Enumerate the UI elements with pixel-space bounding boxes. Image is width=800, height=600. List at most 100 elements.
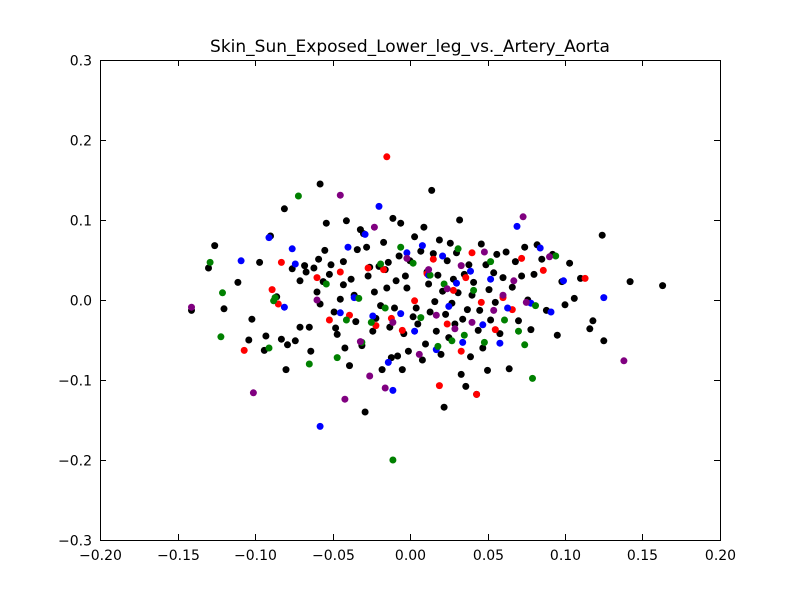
scatter-point-black <box>397 219 405 227</box>
scatter-point-red <box>277 258 285 266</box>
scatter-point-red <box>383 153 391 161</box>
scatter-point-green <box>265 344 273 352</box>
scatter-point-black <box>518 272 526 280</box>
scatter-point-black <box>392 277 400 285</box>
scatter-point-black <box>211 242 219 250</box>
scatter-point-red <box>539 266 547 274</box>
scatter-point-black <box>417 247 425 255</box>
scatter-point-black <box>341 344 349 352</box>
scatter-point-black <box>467 353 474 361</box>
scatter-point-black <box>426 308 434 316</box>
scatter-point-purple <box>336 191 344 199</box>
chart-title: Skin_Sun_Exposed_Lower_leg_vs._Artery_Ao… <box>210 37 610 57</box>
scatter-point-blue <box>389 386 397 394</box>
scatter-point-black <box>301 262 309 270</box>
scatter-point-black <box>339 258 347 266</box>
scatter-point-purple <box>313 296 321 304</box>
scatter-point-green <box>426 271 434 279</box>
scatter-point-red <box>443 320 451 328</box>
scatter-point-blue <box>536 244 544 252</box>
y-tick-label: −0.3 <box>58 534 92 550</box>
scatter-point-purple <box>519 213 527 221</box>
y-tick-label: 0.0 <box>70 294 92 310</box>
scatter-point-black <box>553 331 561 339</box>
scatter-point-black <box>477 240 485 248</box>
scatter-point-purple <box>188 303 195 311</box>
scatter-point-purple <box>425 266 433 274</box>
scatter-point-blue <box>280 303 288 311</box>
scatter-point-green <box>397 243 405 251</box>
scatter-point-black <box>404 347 412 355</box>
scatter-point-green <box>381 304 389 312</box>
y-axis: −0.3 −0.2 −0.1 0.0 0.1 0.2 0.3 <box>58 54 720 550</box>
scatter-point-red <box>268 286 276 294</box>
y-tick-label: −0.1 <box>58 374 92 390</box>
scatter-point-blue <box>369 312 377 320</box>
scatter-point-black <box>327 261 335 269</box>
scatter-point-green <box>367 318 375 326</box>
scatter-point-blue <box>237 257 245 265</box>
scatter-point-black <box>511 258 519 266</box>
scatter-point-black <box>380 238 388 246</box>
scatter-point-black <box>459 315 467 323</box>
scatter-point-black <box>600 337 608 345</box>
scatter-point-black <box>493 250 501 258</box>
scatter-point-black <box>484 366 491 374</box>
scatter-point-green <box>552 252 560 260</box>
scatter-point-purple <box>451 325 459 333</box>
scatter-point-green <box>501 316 508 324</box>
x-tick-label: 0.05 <box>473 548 504 564</box>
scatter-point-black <box>470 278 478 286</box>
scatter-point-blue <box>403 249 411 257</box>
scatter-point-black <box>401 272 409 280</box>
scatter-point-black <box>361 408 369 416</box>
x-tick-label: −0.20 <box>79 548 122 564</box>
scatter-point-green <box>417 314 425 322</box>
scatter-point-black <box>322 219 330 227</box>
scatter-point-black <box>425 280 433 288</box>
scatter-point-black <box>291 337 299 345</box>
scatter-point-blue <box>291 260 299 268</box>
plot-points <box>188 153 667 464</box>
scatter-point-red <box>457 347 465 355</box>
scatter-point-black <box>437 350 445 358</box>
scatter-point-green <box>219 289 226 297</box>
scatter-point-black <box>428 186 436 194</box>
scatter-point-black <box>451 320 459 328</box>
scatter-point-black <box>282 366 290 374</box>
scatter-point-black <box>330 308 338 316</box>
scatter-point-purple <box>499 291 507 299</box>
scatter-point-black <box>412 304 420 312</box>
scatter-point-blue <box>547 308 555 316</box>
scatter-point-black <box>383 284 391 292</box>
scatter-point-black <box>626 278 634 286</box>
scatter-point-black <box>296 323 304 331</box>
scatter-point-blue <box>496 339 504 347</box>
x-tick-label: 0.20 <box>705 548 736 564</box>
scatter-point-red <box>325 316 333 324</box>
scatter-point-red <box>468 249 476 257</box>
scatter-point-black <box>339 281 347 289</box>
scatter-point-purple <box>522 298 530 306</box>
scatter-point-black <box>420 223 428 231</box>
scatter-point-green <box>355 294 363 302</box>
scatter-point-green <box>448 337 456 345</box>
scatter-point-black <box>521 243 529 251</box>
scatter-point-black <box>395 252 403 260</box>
scatter-point-black <box>431 298 439 306</box>
x-tick-label: −0.05 <box>312 548 355 564</box>
scatter-point-green <box>470 286 478 294</box>
scatter-point-purple <box>366 372 374 380</box>
scatter-point-black <box>659 282 667 290</box>
scatter-point-blue <box>265 234 273 242</box>
scatter-point-green <box>217 333 225 341</box>
scatter-point-red <box>491 326 499 334</box>
scatter-point-blue <box>418 242 426 250</box>
scatter-point-blue <box>316 422 324 430</box>
scatter-point-red <box>398 326 406 334</box>
scatter-point-black <box>394 352 402 360</box>
scatter-point-green <box>206 258 214 266</box>
scatter-point-black <box>363 243 371 251</box>
scatter-point-blue <box>479 321 487 329</box>
scatter-point-blue <box>344 243 352 251</box>
